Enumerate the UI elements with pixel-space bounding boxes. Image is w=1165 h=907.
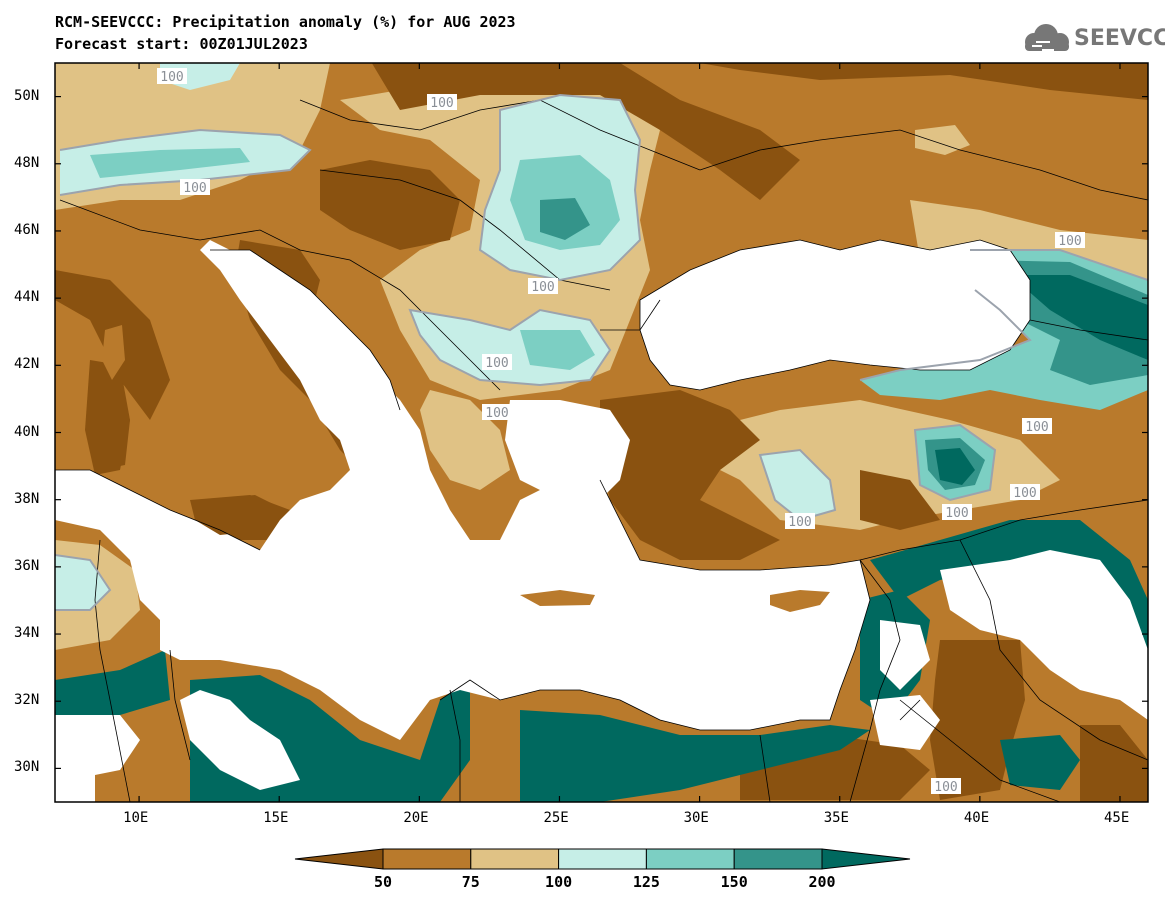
contour-label-text: 100 — [485, 356, 508, 371]
contour-label-text: 100 — [1013, 486, 1036, 501]
axis-ticks — [55, 63, 1148, 802]
anomaly-zone-below-50 — [930, 640, 1025, 800]
masked-area — [180, 690, 300, 790]
contour-label-text: 100 — [430, 96, 453, 111]
masked-area — [880, 620, 930, 690]
lat-tick-label: 40N — [14, 423, 40, 440]
lon-tick-label: 20E — [403, 810, 429, 826]
forecast-start-label: Forecast start: 00Z01JUL2023 — [55, 35, 308, 53]
crete-island — [520, 590, 595, 606]
contour-label: 100 — [482, 354, 512, 371]
colorbar-tick-label: 50 — [373, 873, 393, 891]
anomaly-zone-75-100 — [915, 125, 970, 155]
contour-label-text: 100 — [1025, 420, 1048, 435]
chart-title: RCM-SEEVCCC: Precipitation anomaly (%) f… — [55, 13, 516, 31]
anomaly-zone-above-200 — [1010, 275, 1148, 360]
lat-tick-label: 36N — [14, 557, 40, 574]
lat-tick-label: 32N — [14, 692, 40, 709]
anomaly-zone-125-150 — [520, 330, 595, 370]
anomaly-zone-below-50 — [860, 470, 940, 530]
anomaly-zone-above-200 — [55, 650, 170, 715]
anomaly-zone-below-50 — [1080, 725, 1148, 802]
lat-tick-label: 38N — [14, 490, 40, 507]
lat-tick-label: 42N — [14, 356, 40, 373]
contour-label: 100 — [1055, 232, 1085, 249]
cyprus-island — [770, 590, 830, 612]
contour-100-lines — [55, 93, 1148, 611]
contour-label: 100 — [931, 778, 961, 795]
anomaly-zone-below-50 — [320, 160, 460, 250]
lon-tick-label: 40E — [963, 810, 990, 826]
colorbar-tick-label: 100 — [545, 873, 573, 891]
lat-tick-label: 46N — [14, 221, 40, 238]
lon-tick-label: 45E — [1103, 810, 1130, 826]
contour-label: 100 — [157, 68, 187, 85]
colorbar-tick-label: 75 — [461, 873, 480, 891]
contour-label-text: 100 — [788, 515, 811, 530]
colorbar-tick-label: 150 — [720, 873, 748, 891]
lon-tick-label: 30E — [683, 810, 709, 826]
contour-label-text: 100 — [934, 780, 957, 795]
anomaly-zone-100-125 — [55, 555, 110, 610]
lon-tick-label: 25E — [543, 810, 569, 826]
anomaly-zone-75-100 — [420, 390, 510, 490]
anomaly-zone-above-200 — [935, 448, 975, 485]
contour-label: 100 — [1010, 484, 1040, 501]
contour-label: 100 — [482, 404, 512, 421]
coastlines-and-borders — [55, 99, 1148, 802]
contour-label: 100 — [942, 504, 972, 521]
mediterranean-sea — [55, 240, 870, 740]
anomaly-zone-above-200 — [1000, 735, 1080, 790]
cloud-logo-icon — [1025, 24, 1069, 51]
contour-label-text: 100 — [1058, 234, 1081, 249]
lat-tick-label: 34N — [14, 625, 40, 642]
lon-tick-label: 15E — [263, 810, 289, 826]
colorbar-tick-label: 125 — [632, 873, 660, 891]
masked-area — [870, 695, 940, 750]
sicily-island — [195, 495, 285, 535]
masked-area — [55, 715, 140, 802]
contour-label: 100 — [1022, 418, 1052, 435]
lat-tick-label: 30N — [14, 759, 40, 776]
anomaly-zone-150-200 — [540, 198, 590, 240]
contour-label: 100 — [180, 179, 210, 196]
adriatic-sea — [210, 250, 400, 420]
masked-area — [940, 550, 1148, 720]
lat-tick-label: 48N — [14, 154, 40, 171]
anomaly-zone-below-50 — [600, 390, 780, 560]
anomaly-zone-below-50 — [700, 63, 1148, 100]
colorbar-tick-label: 200 — [808, 873, 836, 891]
lon-tick-label: 10E — [123, 810, 149, 826]
lon-tick-label: 35E — [823, 810, 849, 826]
anomaly-zone-below-50 — [371, 63, 800, 200]
aegean-sea — [505, 400, 630, 500]
anomaly-zone-75-100 — [60, 112, 120, 145]
anomaly-zone-above-200 — [870, 520, 1148, 660]
black-sea — [640, 240, 1030, 390]
contour-label: 100 — [528, 278, 558, 295]
lat-tick-label: 44N — [14, 289, 40, 306]
lat-tick-label: 50N — [14, 87, 40, 104]
contour-label-text: 100 — [485, 406, 508, 421]
anomaly-zone-125-150 — [90, 148, 250, 178]
contour-label-text: 100 — [160, 70, 183, 85]
contour-label-text: 100 — [531, 280, 554, 295]
contour-label-text: 100 — [945, 506, 968, 521]
corsica-island — [102, 325, 125, 380]
contour-label: 100 — [427, 94, 457, 111]
contour-label: 100 — [785, 513, 815, 530]
contour-labels: 100 100 100 100 100 100 100 100 100 100 100 100 — [157, 68, 1085, 795]
sardinia-island — [88, 388, 130, 470]
contour-label-text: 100 — [183, 181, 206, 196]
anomaly-zone-above-200 — [520, 710, 870, 802]
logo-text: SEEVCCC — [1074, 26, 1165, 51]
